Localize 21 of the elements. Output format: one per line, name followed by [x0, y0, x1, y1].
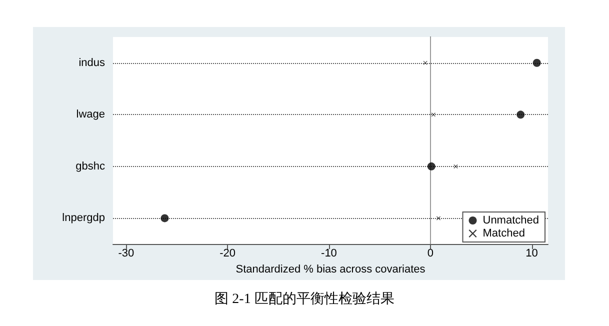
point [431, 112, 436, 117]
x-tick-label: -30 [118, 248, 134, 260]
point [436, 216, 440, 220]
point [454, 164, 458, 168]
legend-label: Unmatched [482, 214, 540, 226]
x-tick-label: -10 [321, 248, 337, 260]
legend-label: Matched [482, 228, 525, 240]
point [427, 162, 436, 170]
y-tick-label: lwage [76, 108, 105, 121]
y-tick-label: gbshc [76, 160, 106, 172]
x-tick-label: 0 [427, 248, 434, 260]
y-tick-label: indus [78, 56, 106, 69]
y-tick-label: lnpergdp [62, 212, 105, 224]
point [423, 60, 428, 65]
x-axis-title: Standardized % bias across covariates [236, 264, 426, 276]
point [160, 214, 169, 222]
x-tick-label: -20 [220, 248, 236, 260]
x-tick-label: 10 [526, 248, 538, 260]
point [516, 110, 525, 119]
point [532, 58, 541, 67]
caption: 图 2-1 匹配的平衡性检验结果 [214, 290, 396, 308]
